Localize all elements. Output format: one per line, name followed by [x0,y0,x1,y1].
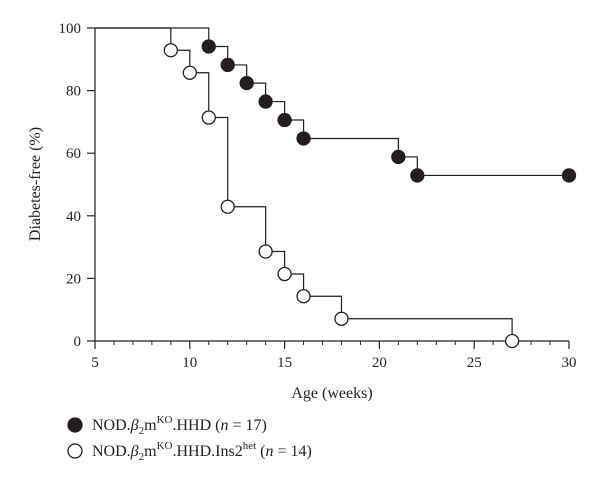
x-tick-label: 25 [467,355,482,371]
data-point [163,43,178,58]
legend-marker [67,417,83,433]
x-tick-label: 30 [562,355,577,371]
data-point [504,333,520,349]
y-tick-label: 40 [66,209,81,225]
y-tick-label: 80 [66,84,81,100]
legend: NOD.β2mKO.HHD (n = 17) NOD.β2mKO.HHD.Ins2… [67,414,312,463]
legend-marker [67,443,83,459]
data-point [201,110,216,125]
data-point [334,311,349,326]
y-axis-label: Diabetes-free (%) [27,127,44,241]
x-axis-label: Age (weeks) [291,385,372,402]
x-tick-label: 15 [277,355,292,371]
series-1 [95,27,577,183]
data-point [296,131,311,146]
y-tick-label: 0 [74,334,82,350]
data-point [277,266,292,282]
y-tick-label: 100 [59,21,82,37]
data-point [220,199,235,214]
data-point [258,244,273,259]
series-layer [95,27,577,349]
data-point [277,112,292,128]
data-point [201,39,216,54]
y-tick-label: 60 [66,146,81,162]
data-point [391,149,406,165]
axes: 5 10 15 20 25 30 0 20 40 60 80 100 [59,21,577,371]
series-line [95,27,513,341]
legend-entry: NOD.β2mKO.HHD.Ins2het (n = 14) [92,440,312,463]
data-point [220,57,235,73]
data-point [239,75,254,91]
x-tick-label: 5 [91,355,99,371]
x-tick-label: 10 [182,355,197,371]
data-point [561,168,577,183]
data-point [182,65,197,80]
x-tick-label: 20 [372,355,387,371]
data-point [410,168,425,183]
data-point [296,289,311,304]
legend-entry: NOD.β2mKO.HHD (n = 17) [92,414,267,437]
series-2 [95,27,520,349]
data-point [258,94,273,109]
y-tick-label: 20 [66,271,81,287]
